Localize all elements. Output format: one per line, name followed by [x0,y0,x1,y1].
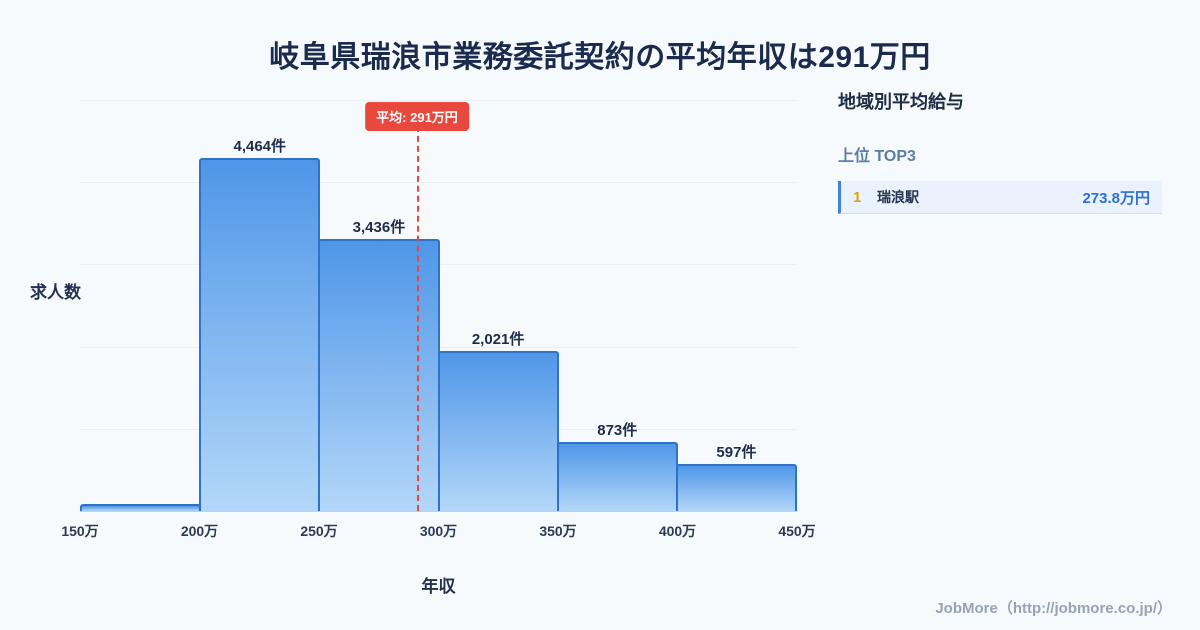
x-tick-label: 200万 [180,523,219,539]
histogram-bin: 3,436件 [318,100,440,511]
bar-value-label: 4,464件 [233,138,287,156]
histogram-bin: 2,021件 [437,100,559,511]
footer-credit: JobMore（http://jobmore.co.jp/） [935,600,1172,617]
bar-value-label: 873件 [597,422,638,439]
x-tick-label: 300万 [419,523,458,539]
panel-subtitle: 上位 TOP3 [838,148,916,165]
bar-value-label: 3,436件 [352,219,406,237]
y-axis-label: 求人数 [30,283,81,302]
x-axis-label: 年収 [421,577,456,596]
average-badge: 平均: 291万円 [365,102,469,131]
histogram-bin: 597件 [675,100,798,511]
ranking-row[interactable]: 1 瑞浪駅 273.8万円 [838,181,1162,214]
ranking-salary-value: 273.8万円 [1082,189,1150,207]
x-tick-label: 350万 [539,523,577,539]
histogram-bar [437,351,559,511]
histogram-bin [80,100,202,511]
histogram-bin: 4,464件 [199,100,321,511]
bar-value-label: 2,021件 [471,331,525,349]
average-line [416,106,419,511]
gridline [80,100,797,101]
ranking-rank: 1 [853,188,862,206]
histogram-bar [318,239,440,511]
x-tick-label: 150万 [61,523,99,539]
x-tick-label: 450万 [778,523,816,539]
histogram-bar [80,503,202,511]
histogram-bin: 873件 [556,100,678,511]
panel-title: 地域別平均給与 [838,92,964,112]
histogram-plot: 4,464件 3,436件 2,021件 873件 597件 平均: 291万円 150… [61,100,816,539]
chart-title: 岐阜県瑞浪市業務委託契約の平均年収は291万円 [269,41,931,74]
ranking-list: 1 瑞浪駅 273.8万円 [838,181,1162,214]
histogram-bar [199,158,321,511]
x-tick-label: 400万 [658,523,697,539]
gridline [80,182,797,184]
ranking-station-name: 瑞浪駅 [877,189,919,205]
bars-area: 4,464件 3,436件 2,021件 873件 597件 [80,100,798,511]
histogram-bar [675,463,798,511]
bar-value-label: 597件 [716,443,757,461]
region-salary-panel: 地域別平均給与 上位 TOP3 1 瑞浪駅 273.8万円 [838,88,1162,214]
histogram-bar [556,442,678,511]
x-tick-label: 250万 [300,523,338,539]
